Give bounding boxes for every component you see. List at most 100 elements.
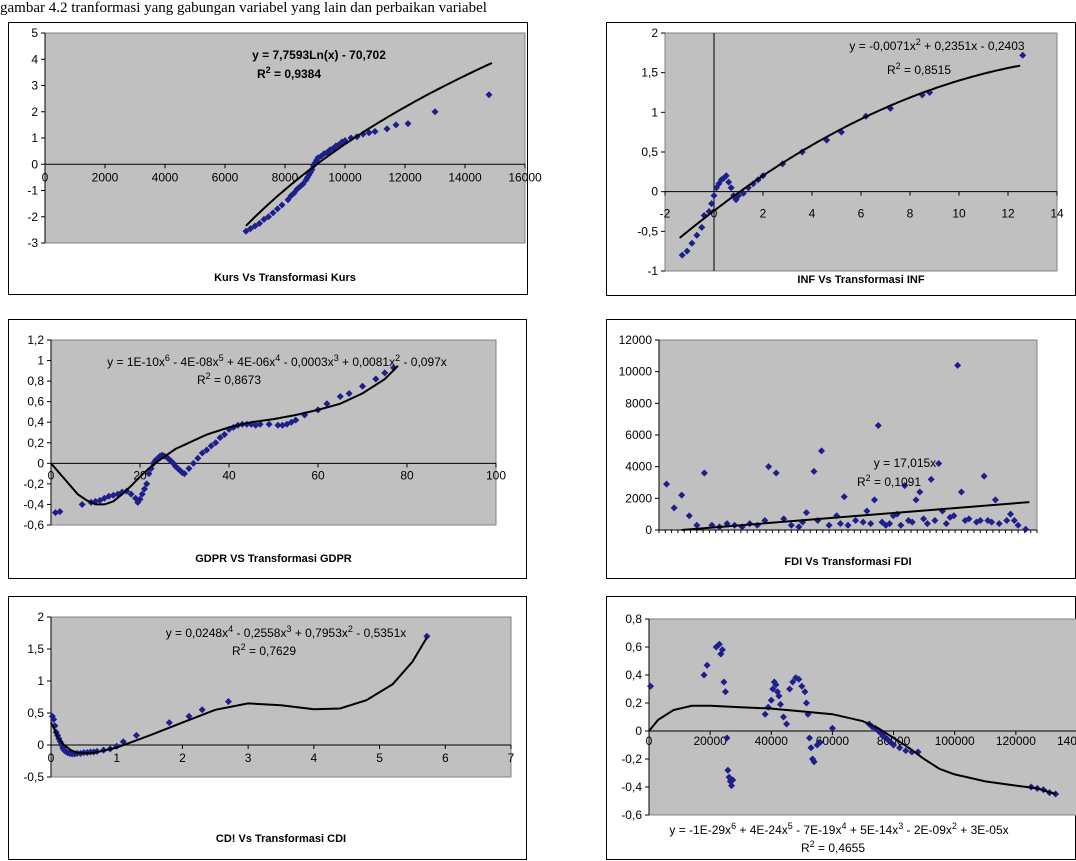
y-tick-label: 8000 — [625, 396, 652, 410]
data-point — [113, 742, 121, 750]
y-tick-label: 0,4 — [27, 415, 44, 429]
y-tick-label: 1,2 — [27, 333, 44, 347]
data-point — [828, 724, 836, 732]
y-tick-label: -0,6 — [23, 518, 44, 532]
data-point — [715, 640, 723, 648]
data-point — [198, 706, 206, 714]
x-tick-label: 80 — [400, 468, 414, 482]
chart-title: CD! Vs Transformasi CDI — [216, 833, 346, 845]
x-tick-label: 6 — [442, 751, 449, 765]
data-point — [946, 513, 954, 521]
x-tick-label: 7 — [508, 751, 515, 765]
data-point — [844, 521, 852, 529]
data-point — [345, 389, 353, 397]
y-tick-label: 2 — [37, 610, 44, 624]
data-point — [878, 518, 886, 526]
data-point — [874, 422, 882, 429]
x-tick-label: 0 — [48, 468, 55, 482]
figure-caption: gambar 4.2 tranformasi yang gabungan var… — [0, 0, 487, 16]
data-point — [207, 442, 215, 450]
data-point — [729, 776, 737, 784]
data-point — [995, 520, 1003, 528]
chart-title: Kurs Vs Transformasi Kurs — [214, 272, 356, 284]
y-tick-label: 1,5 — [27, 642, 44, 656]
data-point — [185, 464, 193, 472]
data-point — [908, 748, 916, 756]
data-point — [749, 180, 757, 188]
data-point — [274, 421, 282, 429]
x-tick-label: 8000 — [272, 170, 299, 184]
data-point — [698, 223, 706, 231]
x-tick-label: 4000 — [152, 170, 179, 184]
chart-title: FDI Vs Transformasi FDI — [784, 556, 911, 568]
data-point — [700, 671, 708, 679]
data-point — [976, 517, 984, 524]
data-point — [908, 518, 916, 526]
data-point — [685, 512, 693, 520]
r-squared-label: R2 = 0,7629 — [232, 642, 296, 658]
data-point — [678, 491, 686, 499]
data-point — [688, 239, 696, 247]
data-point — [920, 515, 928, 523]
data-point — [381, 369, 389, 377]
data-point — [769, 685, 777, 693]
data-point — [663, 480, 671, 488]
y-tick-label: 6000 — [625, 428, 652, 442]
data-point — [136, 495, 144, 503]
data-point — [957, 488, 965, 496]
data-point — [802, 509, 810, 517]
data-point — [816, 738, 824, 746]
trendline — [50, 364, 399, 506]
y-tick-label: -0,5 — [637, 224, 658, 238]
data-point — [278, 201, 286, 209]
data-point — [870, 496, 878, 504]
x-tick-label: 14000 — [448, 170, 482, 184]
y-tick-label: 1 — [37, 354, 44, 368]
data-point — [1010, 517, 1018, 524]
y-tick-label: 0,4 — [625, 668, 642, 682]
data-point — [801, 688, 809, 696]
chart-kurs-svg: -3 -2 -1 0 1 2 3 4 5 0 2000 4000 6000 8000 10000 12000 1… — [27, 26, 542, 284]
y-tick-label: 12000 — [619, 333, 653, 347]
data-point — [818, 447, 826, 455]
y-tick-label: 0 — [635, 724, 642, 738]
data-point — [923, 520, 931, 528]
data-point — [274, 205, 281, 213]
data-point — [773, 688, 781, 696]
data-point — [897, 521, 905, 529]
y-tick-label: 0 — [645, 523, 652, 537]
plot-area — [50, 616, 512, 778]
data-point — [863, 507, 871, 515]
y-tick-label: 0,8 — [27, 374, 44, 388]
chart-frame-last: -0,6 -0,4 -0,2 0 0,2 0,4 0,6 0,8 0 20000 40000 6000… — [606, 596, 1076, 860]
data-point — [96, 496, 104, 504]
data-point — [783, 720, 791, 728]
y-tick-label: -0,5 — [23, 770, 44, 784]
trendline — [245, 62, 493, 227]
data-point — [764, 703, 772, 711]
data-point — [265, 213, 272, 221]
data-point — [693, 231, 701, 239]
trend-equation: y = -0,0071x2 + 0,2351x - 0,2403 — [849, 37, 1024, 53]
x-tick-label: 40 — [222, 468, 236, 482]
trendline — [681, 501, 1030, 531]
y-tick-label: 0,2 — [625, 696, 642, 710]
data-point — [256, 420, 264, 428]
data-point — [212, 439, 220, 447]
x-tick-label: 0 — [711, 207, 718, 221]
data-point — [776, 700, 784, 708]
data-point — [795, 523, 803, 531]
data-point — [708, 200, 716, 208]
data-point — [927, 475, 935, 483]
data-point — [724, 766, 732, 774]
y-tick-label: 0 — [37, 738, 44, 752]
trendline — [679, 64, 1021, 239]
x-tick-label: 2000 — [92, 170, 119, 184]
y-tick-label: -0,2 — [621, 752, 642, 766]
data-point — [810, 467, 818, 475]
data-point — [942, 520, 950, 528]
data-point — [973, 518, 981, 526]
data-point — [269, 209, 277, 217]
x-tick-label: 16000 — [508, 170, 542, 184]
data-point — [902, 747, 910, 755]
